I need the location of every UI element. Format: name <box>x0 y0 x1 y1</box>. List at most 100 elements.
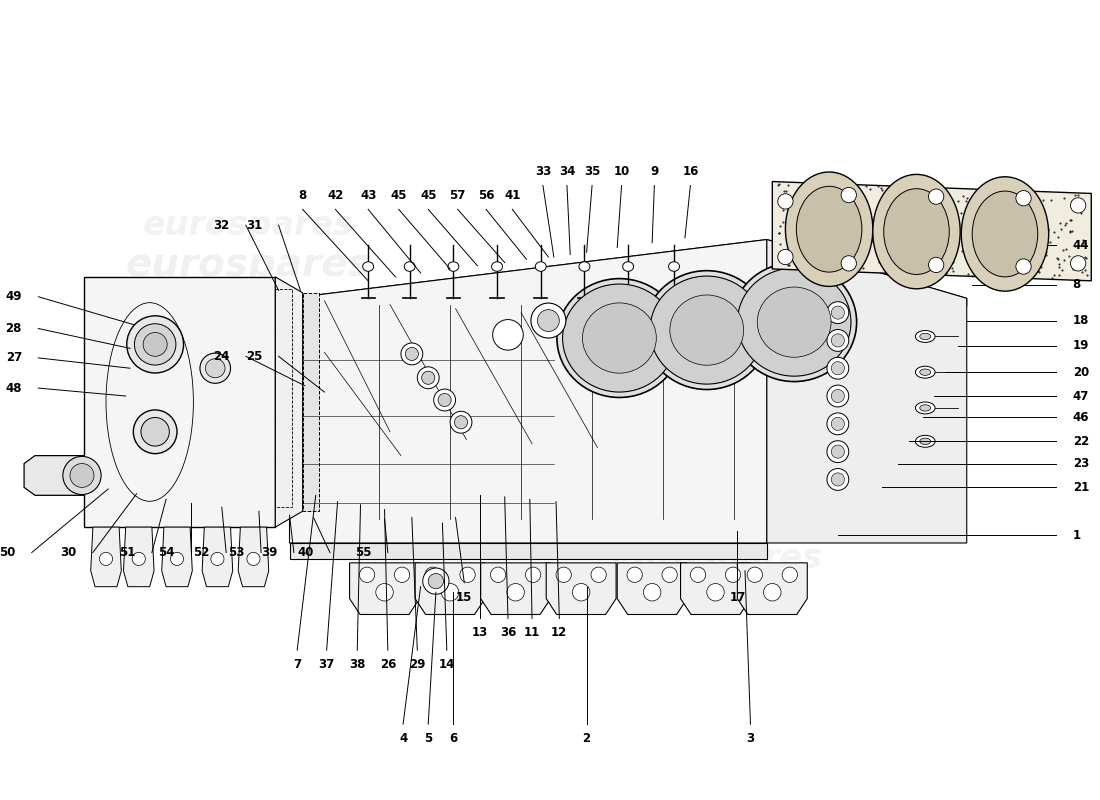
Text: 16: 16 <box>682 165 698 178</box>
Ellipse shape <box>63 457 101 494</box>
Ellipse shape <box>920 334 931 340</box>
Circle shape <box>747 567 762 582</box>
Ellipse shape <box>645 270 769 390</box>
Text: 49: 49 <box>6 290 22 303</box>
Circle shape <box>691 567 706 582</box>
Circle shape <box>433 389 455 411</box>
Polygon shape <box>24 456 85 495</box>
Text: 47: 47 <box>1072 390 1089 402</box>
Text: 52: 52 <box>194 546 210 559</box>
Circle shape <box>132 552 145 566</box>
Ellipse shape <box>915 402 935 414</box>
Ellipse shape <box>583 303 657 373</box>
Circle shape <box>395 567 409 582</box>
Ellipse shape <box>492 262 503 271</box>
Circle shape <box>526 567 541 582</box>
Ellipse shape <box>872 174 960 289</box>
Text: 29: 29 <box>409 658 426 671</box>
Circle shape <box>99 552 112 566</box>
Text: 17: 17 <box>729 590 746 603</box>
Ellipse shape <box>732 262 857 382</box>
Polygon shape <box>772 182 1091 281</box>
Text: 14: 14 <box>439 658 455 671</box>
Circle shape <box>842 256 857 271</box>
Text: 23: 23 <box>1072 457 1089 470</box>
Text: 25: 25 <box>245 350 262 363</box>
Circle shape <box>211 552 224 566</box>
Circle shape <box>928 189 944 204</box>
Ellipse shape <box>623 262 634 271</box>
Ellipse shape <box>70 463 94 487</box>
Circle shape <box>460 567 475 582</box>
Text: 33: 33 <box>535 165 551 178</box>
Circle shape <box>782 567 797 582</box>
Polygon shape <box>481 563 551 614</box>
Ellipse shape <box>404 262 415 271</box>
Text: 50: 50 <box>0 546 15 559</box>
Circle shape <box>827 330 849 351</box>
Circle shape <box>538 310 559 331</box>
Text: 44: 44 <box>1072 238 1089 251</box>
Polygon shape <box>289 239 767 543</box>
Text: eurospares: eurospares <box>125 246 371 284</box>
Ellipse shape <box>579 262 590 271</box>
Circle shape <box>832 334 845 347</box>
Circle shape <box>450 411 472 433</box>
Ellipse shape <box>206 358 225 378</box>
Text: 1: 1 <box>1072 529 1081 542</box>
Circle shape <box>832 445 845 458</box>
Ellipse shape <box>920 438 931 445</box>
Ellipse shape <box>143 333 167 356</box>
Circle shape <box>662 567 678 582</box>
Circle shape <box>832 473 845 486</box>
Circle shape <box>763 583 781 601</box>
Circle shape <box>360 567 375 582</box>
Ellipse shape <box>796 186 862 272</box>
Ellipse shape <box>134 324 176 365</box>
Text: eurospares: eurospares <box>143 209 353 242</box>
Text: 26: 26 <box>379 658 396 671</box>
Text: 36: 36 <box>499 626 516 639</box>
Circle shape <box>827 302 849 323</box>
Circle shape <box>778 194 793 209</box>
Ellipse shape <box>915 435 935 447</box>
Text: 41: 41 <box>504 189 520 202</box>
Circle shape <box>572 583 590 601</box>
Text: 54: 54 <box>158 546 175 559</box>
Text: 45: 45 <box>420 189 437 202</box>
Circle shape <box>827 469 849 490</box>
Text: eurospares: eurospares <box>595 500 840 538</box>
Text: 21: 21 <box>1072 481 1089 494</box>
Ellipse shape <box>448 262 459 271</box>
Text: 48: 48 <box>6 382 22 394</box>
Text: 11: 11 <box>524 626 540 639</box>
Circle shape <box>842 187 857 202</box>
Text: 31: 31 <box>246 218 262 232</box>
Text: 9: 9 <box>650 165 659 178</box>
Text: eurospares: eurospares <box>613 542 823 575</box>
Polygon shape <box>767 239 967 543</box>
Text: 7: 7 <box>293 658 301 671</box>
Text: 46: 46 <box>1072 411 1089 424</box>
Polygon shape <box>302 293 319 511</box>
Ellipse shape <box>557 278 682 398</box>
Circle shape <box>422 568 449 594</box>
Circle shape <box>827 441 849 462</box>
Circle shape <box>421 371 434 384</box>
Ellipse shape <box>141 418 169 446</box>
Circle shape <box>428 574 443 589</box>
Text: 42: 42 <box>327 189 343 202</box>
Text: 51: 51 <box>119 546 135 559</box>
Polygon shape <box>289 543 767 559</box>
Circle shape <box>376 583 394 601</box>
Text: 35: 35 <box>584 165 601 178</box>
Polygon shape <box>547 563 616 614</box>
Text: 45: 45 <box>390 189 407 202</box>
Text: 5: 5 <box>425 732 432 745</box>
Circle shape <box>778 250 793 265</box>
Ellipse shape <box>920 369 931 375</box>
Polygon shape <box>85 277 275 527</box>
Circle shape <box>832 362 845 374</box>
Circle shape <box>591 567 606 582</box>
Polygon shape <box>737 563 807 614</box>
